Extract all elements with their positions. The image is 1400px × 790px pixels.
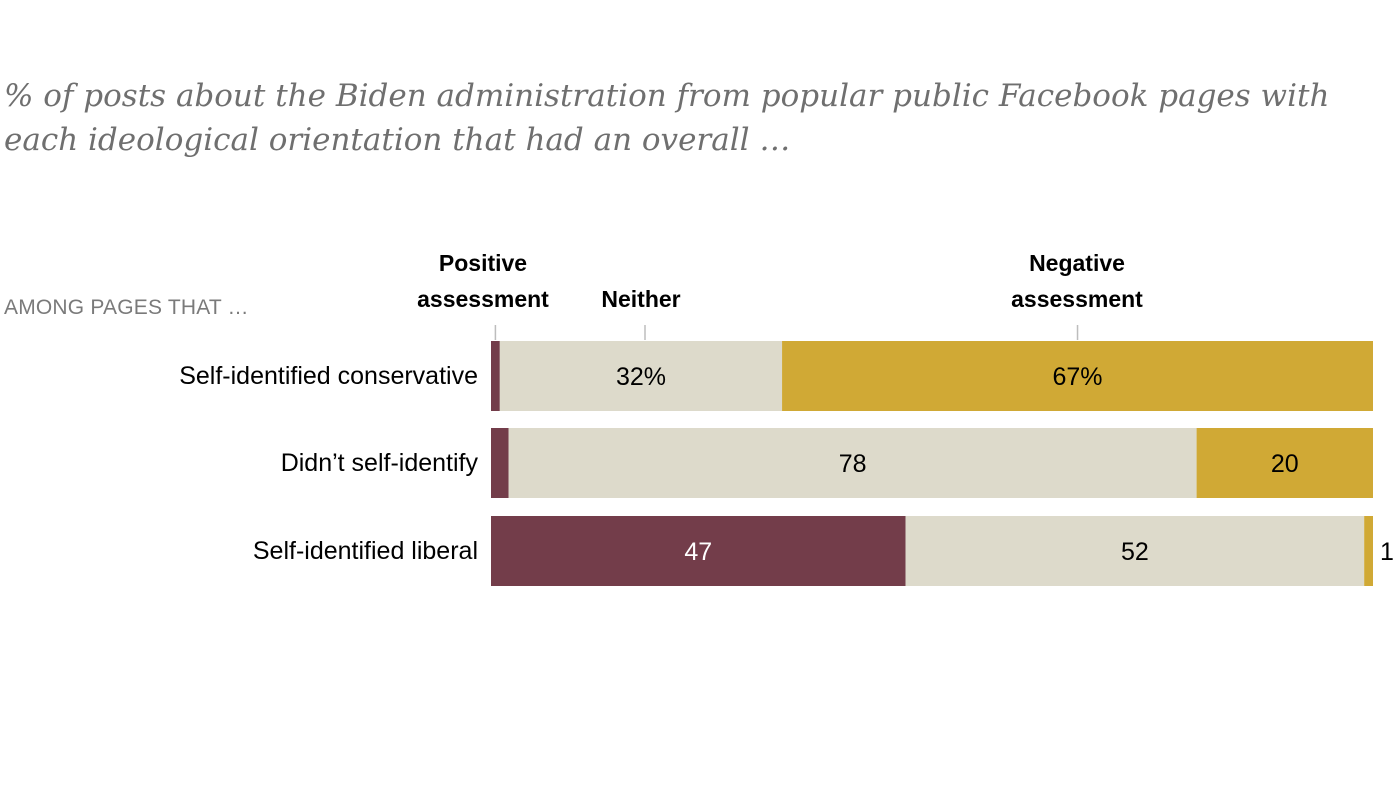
- category-label: Didn’t self-identify: [281, 449, 479, 477]
- bar-segment: [491, 341, 500, 411]
- bar-segment: [491, 428, 509, 498]
- legend-label-2-line-0: Negative: [1029, 250, 1125, 276]
- data-label: 32%: [616, 363, 666, 391]
- legend-label-2-line-1: assessment: [1011, 286, 1143, 312]
- bar-segment: [782, 341, 1373, 411]
- data-label: 20: [1271, 450, 1299, 478]
- bar-segment: [1364, 516, 1373, 586]
- legend-label-1-line-0: Neither: [601, 286, 680, 312]
- bar-segment: [491, 516, 906, 586]
- bar-segment: [905, 516, 1365, 586]
- data-label: 1: [1380, 538, 1394, 566]
- data-label: 47: [684, 538, 712, 566]
- legend-label-0-line-0: Positive: [439, 250, 527, 276]
- chart-subtitle: % of posts about the Biden administratio…: [4, 78, 1330, 158]
- bar-segment: [499, 341, 783, 411]
- bar-segment: [508, 428, 1197, 498]
- data-label: 52: [1121, 538, 1149, 566]
- group-label: AMONG PAGES THAT …: [4, 296, 249, 319]
- category-label: Self-identified liberal: [253, 537, 478, 565]
- bar-segment: [1196, 428, 1373, 498]
- data-label: 67%: [1053, 363, 1103, 391]
- category-label: Self-identified conservative: [179, 362, 478, 390]
- data-label: 78: [839, 450, 867, 478]
- legend-label-0-line-1: assessment: [417, 286, 549, 312]
